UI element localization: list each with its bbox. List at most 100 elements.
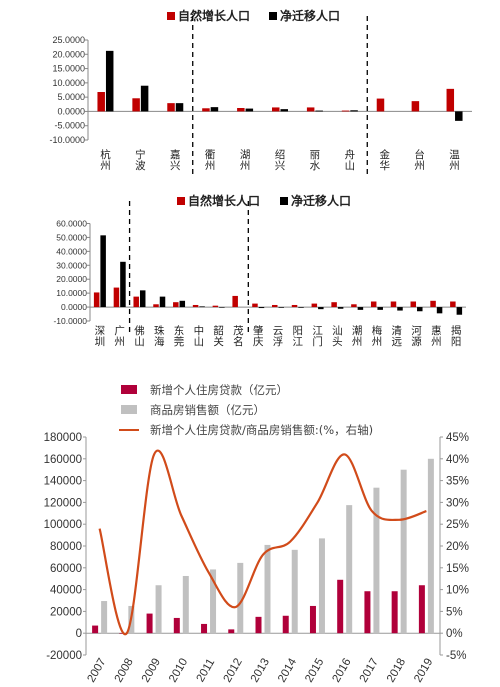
category-label: 河源	[411, 325, 422, 348]
y-tick-label: -5.0000	[54, 121, 85, 131]
legend-swatch-natural	[177, 197, 185, 205]
bar-sales	[182, 575, 189, 634]
bar-loan	[364, 591, 371, 634]
y-right-tick-label: 5%	[446, 606, 463, 618]
y-tick-label: 50.0000	[56, 232, 87, 242]
legend-swatch-migration	[280, 197, 288, 205]
bar-sales	[400, 469, 407, 634]
y-tick-label: 20.0000	[56, 274, 87, 284]
bar-natural	[173, 302, 179, 308]
bar-natural	[133, 296, 139, 308]
bar-natural	[331, 302, 337, 308]
y-tick-label: 40.0000	[56, 246, 87, 256]
legend-label-loan: 新增个人住房贷款（亿元）	[150, 383, 288, 397]
legend-label-sales: 商品房销售额（亿元）	[150, 403, 265, 417]
category-label: 佛山	[134, 324, 145, 348]
category-label: 中山	[194, 324, 205, 348]
y-right-tick-label: 15%	[446, 563, 469, 575]
bar-migration	[139, 290, 146, 308]
category-label: 杭州	[100, 148, 111, 172]
y-left-tick-label: 100000	[44, 519, 82, 531]
y-right-tick-label: 45%	[446, 432, 469, 444]
y-left-tick-label: 0	[76, 628, 82, 640]
bar-migration	[315, 110, 323, 112]
bar-sales	[427, 458, 434, 634]
y-right-tick-label: -5%	[446, 650, 466, 662]
category-label: 云浮	[273, 325, 284, 348]
ratio-line	[98, 449, 427, 636]
category-label: 金华	[379, 148, 390, 172]
bar-sales	[155, 585, 162, 634]
bar-loan	[418, 585, 425, 634]
bar-migration	[258, 307, 265, 309]
bar-migration	[436, 307, 443, 314]
category-label: 梅州	[372, 324, 383, 348]
y-right-tick-label: 40%	[446, 454, 469, 466]
category-label: 舟山	[345, 148, 356, 172]
bar-loan	[92, 625, 99, 634]
legend-swatch-sales	[121, 405, 137, 414]
bar-natural	[97, 92, 105, 112]
bar-natural	[212, 305, 219, 308]
bar-migration	[175, 103, 184, 112]
bar-migration	[318, 307, 324, 310]
category-label: 东莞	[174, 324, 185, 348]
bar-natural	[341, 110, 350, 112]
bar-natural	[272, 304, 278, 308]
bar-natural	[167, 103, 175, 112]
bar-loan	[201, 623, 208, 634]
y-tick-label: 5.0000	[57, 92, 85, 102]
category-label: 温州	[449, 149, 460, 172]
y-left-tick-label: 140000	[44, 476, 82, 488]
x-tick-label: 2018	[385, 656, 408, 684]
bar-migration	[377, 307, 383, 310]
bar-natural	[311, 303, 318, 308]
y-right-tick-label: 0%	[446, 628, 463, 640]
y-tick-label: 25.0000	[52, 35, 85, 45]
y-tick-label: -10.0000	[49, 135, 85, 145]
bar-sales	[237, 562, 244, 634]
bar-sales	[373, 487, 380, 634]
legend-label-migration: 净迁移人口	[291, 193, 351, 208]
category-label: 珠海	[154, 324, 165, 348]
category-label: 台州	[414, 148, 425, 172]
bar-migration	[397, 307, 403, 311]
bar-natural	[232, 295, 238, 308]
bar-natural	[153, 304, 159, 308]
bar-natural	[93, 292, 100, 308]
category-label: 江门	[312, 325, 323, 348]
category-label: 汕头	[332, 325, 343, 348]
category-label: 清远	[391, 324, 402, 348]
x-tick-label: 2017	[358, 656, 381, 684]
bar-sales	[264, 544, 271, 634]
y-left-tick-label: 120000	[44, 497, 82, 509]
bar-natural	[351, 304, 357, 308]
bar-migration	[245, 108, 254, 112]
y-tick-label: 20.0000	[52, 49, 85, 59]
category-label: 宁波	[135, 148, 146, 172]
category-label: 深圳	[95, 325, 106, 348]
category-label: 揭阳	[451, 324, 462, 348]
y-tick-label: 30.0000	[56, 260, 87, 270]
category-label: 阳江	[293, 325, 304, 348]
legend-swatch-loan	[121, 385, 137, 394]
bar-sales	[346, 505, 353, 634]
category-label: 广州	[114, 325, 125, 348]
bar-natural	[202, 108, 210, 112]
bar-migration	[350, 110, 358, 112]
y-tick-label: 0.0000	[57, 106, 85, 116]
category-label: 潮州	[352, 324, 363, 348]
y-left-tick-label: 40000	[50, 585, 82, 597]
category-label: 绍兴	[275, 148, 286, 172]
legend-label-natural: 自然增长人口	[188, 193, 260, 208]
y-tick-label: 15.0000	[52, 64, 85, 74]
category-label: 肇庆	[253, 324, 264, 348]
y-right-tick-label: 25%	[446, 519, 469, 531]
bar-natural	[446, 88, 455, 112]
bar-migration	[278, 307, 284, 308]
bar-natural	[272, 107, 280, 112]
bar-migration	[159, 296, 166, 308]
bar-loan	[337, 579, 344, 634]
legend-label-ratio: 新增个人住房贷款/商品房销售额:(%，右轴)	[150, 423, 373, 437]
